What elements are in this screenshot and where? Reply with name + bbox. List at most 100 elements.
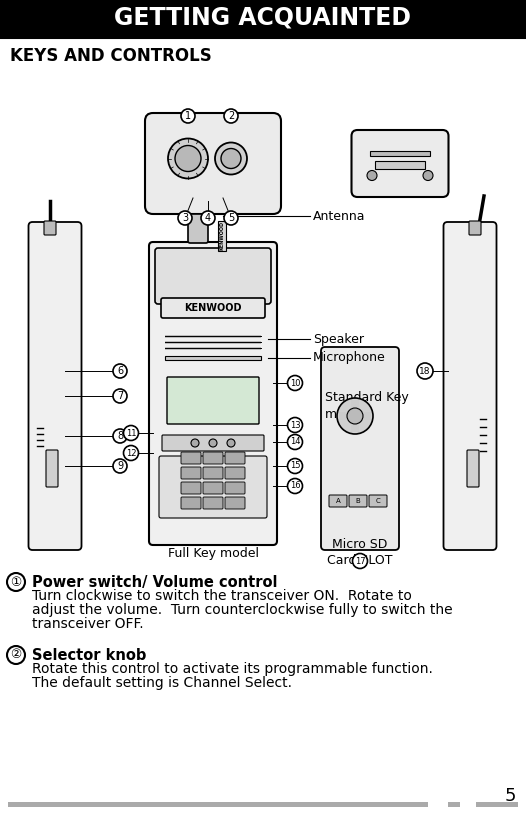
Text: 16: 16 (290, 481, 300, 490)
Text: B: B (356, 498, 360, 504)
Bar (375, 161, 425, 168)
Text: 4: 4 (205, 213, 211, 223)
FancyBboxPatch shape (467, 450, 479, 487)
FancyBboxPatch shape (351, 130, 449, 197)
FancyBboxPatch shape (161, 298, 265, 318)
Bar (165, 335, 261, 338)
FancyBboxPatch shape (46, 450, 58, 487)
FancyBboxPatch shape (203, 482, 223, 494)
Bar (0, 0, 526, 36)
Text: transceiver OFF.: transceiver OFF. (32, 617, 144, 631)
Circle shape (124, 425, 138, 441)
FancyBboxPatch shape (145, 113, 281, 214)
Text: Micro SD
Card SLOT: Micro SD Card SLOT (327, 539, 393, 567)
FancyBboxPatch shape (369, 495, 387, 507)
Bar (218, 221, 226, 251)
FancyBboxPatch shape (329, 495, 347, 507)
Bar (8, 802, 428, 807)
Text: 10: 10 (290, 379, 300, 388)
Circle shape (178, 211, 192, 225)
Circle shape (215, 143, 247, 175)
FancyBboxPatch shape (155, 248, 271, 304)
Bar (448, 802, 460, 807)
FancyBboxPatch shape (203, 452, 223, 464)
FancyBboxPatch shape (203, 497, 223, 509)
Circle shape (288, 375, 302, 391)
FancyBboxPatch shape (44, 221, 56, 235)
Text: Microphone: Microphone (313, 352, 386, 365)
Text: KEYS AND CONTROLS: KEYS AND CONTROLS (10, 47, 212, 65)
Bar (351, 400, 359, 408)
Text: Standard Key
model: Standard Key model (325, 391, 409, 420)
FancyBboxPatch shape (469, 221, 481, 235)
Circle shape (7, 646, 25, 664)
Text: 6: 6 (117, 366, 123, 376)
FancyBboxPatch shape (349, 495, 367, 507)
Circle shape (288, 459, 302, 473)
Circle shape (337, 398, 373, 434)
Circle shape (191, 439, 199, 447)
Circle shape (347, 408, 363, 424)
Text: Antenna: Antenna (313, 210, 366, 223)
Circle shape (288, 418, 302, 432)
Text: 7: 7 (117, 391, 123, 401)
FancyBboxPatch shape (321, 347, 399, 550)
Circle shape (209, 439, 217, 447)
Circle shape (221, 149, 241, 168)
Text: 13: 13 (290, 420, 300, 429)
Circle shape (7, 573, 25, 591)
FancyBboxPatch shape (28, 222, 82, 550)
Text: 2: 2 (228, 111, 234, 121)
Text: KENWOOD: KENWOOD (184, 303, 242, 313)
FancyBboxPatch shape (225, 452, 245, 464)
FancyBboxPatch shape (149, 242, 277, 545)
Text: 8: 8 (117, 431, 123, 441)
Text: Turn clockwise to switch the transceiver ON.  Rotate to: Turn clockwise to switch the transceiver… (32, 589, 412, 603)
FancyBboxPatch shape (159, 456, 267, 518)
FancyBboxPatch shape (188, 214, 208, 243)
FancyBboxPatch shape (181, 482, 201, 494)
Text: KENWOOD: KENWOOD (219, 221, 225, 251)
Circle shape (113, 389, 127, 403)
Circle shape (124, 446, 138, 460)
Text: 14: 14 (290, 437, 300, 446)
Bar (165, 356, 261, 360)
FancyBboxPatch shape (443, 222, 497, 550)
Text: Full Key model: Full Key model (167, 547, 258, 560)
FancyBboxPatch shape (162, 435, 264, 451)
Text: Speaker: Speaker (313, 332, 364, 345)
Text: GETTING ACQUAINTED: GETTING ACQUAINTED (115, 6, 411, 30)
Bar (363, 412, 371, 420)
FancyBboxPatch shape (225, 497, 245, 509)
Text: Power switch/ Volume control: Power switch/ Volume control (32, 574, 278, 589)
FancyBboxPatch shape (181, 452, 201, 464)
Text: The default setting is Channel Select.: The default setting is Channel Select. (32, 676, 292, 690)
FancyBboxPatch shape (225, 467, 245, 479)
Text: ②: ② (11, 649, 22, 662)
Circle shape (288, 434, 302, 450)
Text: 3: 3 (182, 213, 188, 223)
Circle shape (113, 364, 127, 378)
FancyBboxPatch shape (181, 467, 201, 479)
Bar (351, 424, 359, 432)
Text: A: A (336, 498, 340, 504)
Bar (165, 341, 261, 344)
Text: 15: 15 (290, 462, 300, 471)
Circle shape (168, 139, 208, 179)
Circle shape (113, 459, 127, 473)
Text: adjust the volume.  Turn counterclockwise fully to switch the: adjust the volume. Turn counterclockwise… (32, 603, 453, 617)
Circle shape (181, 109, 195, 123)
Text: 9: 9 (117, 461, 123, 471)
Text: 18: 18 (419, 366, 431, 375)
Bar (339, 412, 347, 420)
Text: ①: ① (11, 575, 22, 588)
Circle shape (417, 363, 433, 379)
FancyBboxPatch shape (181, 497, 201, 509)
FancyBboxPatch shape (225, 482, 245, 494)
Bar (476, 802, 518, 807)
Text: 17: 17 (355, 557, 366, 565)
FancyBboxPatch shape (167, 377, 259, 424)
Circle shape (423, 171, 433, 180)
Text: 5: 5 (504, 787, 516, 805)
Circle shape (113, 429, 127, 443)
